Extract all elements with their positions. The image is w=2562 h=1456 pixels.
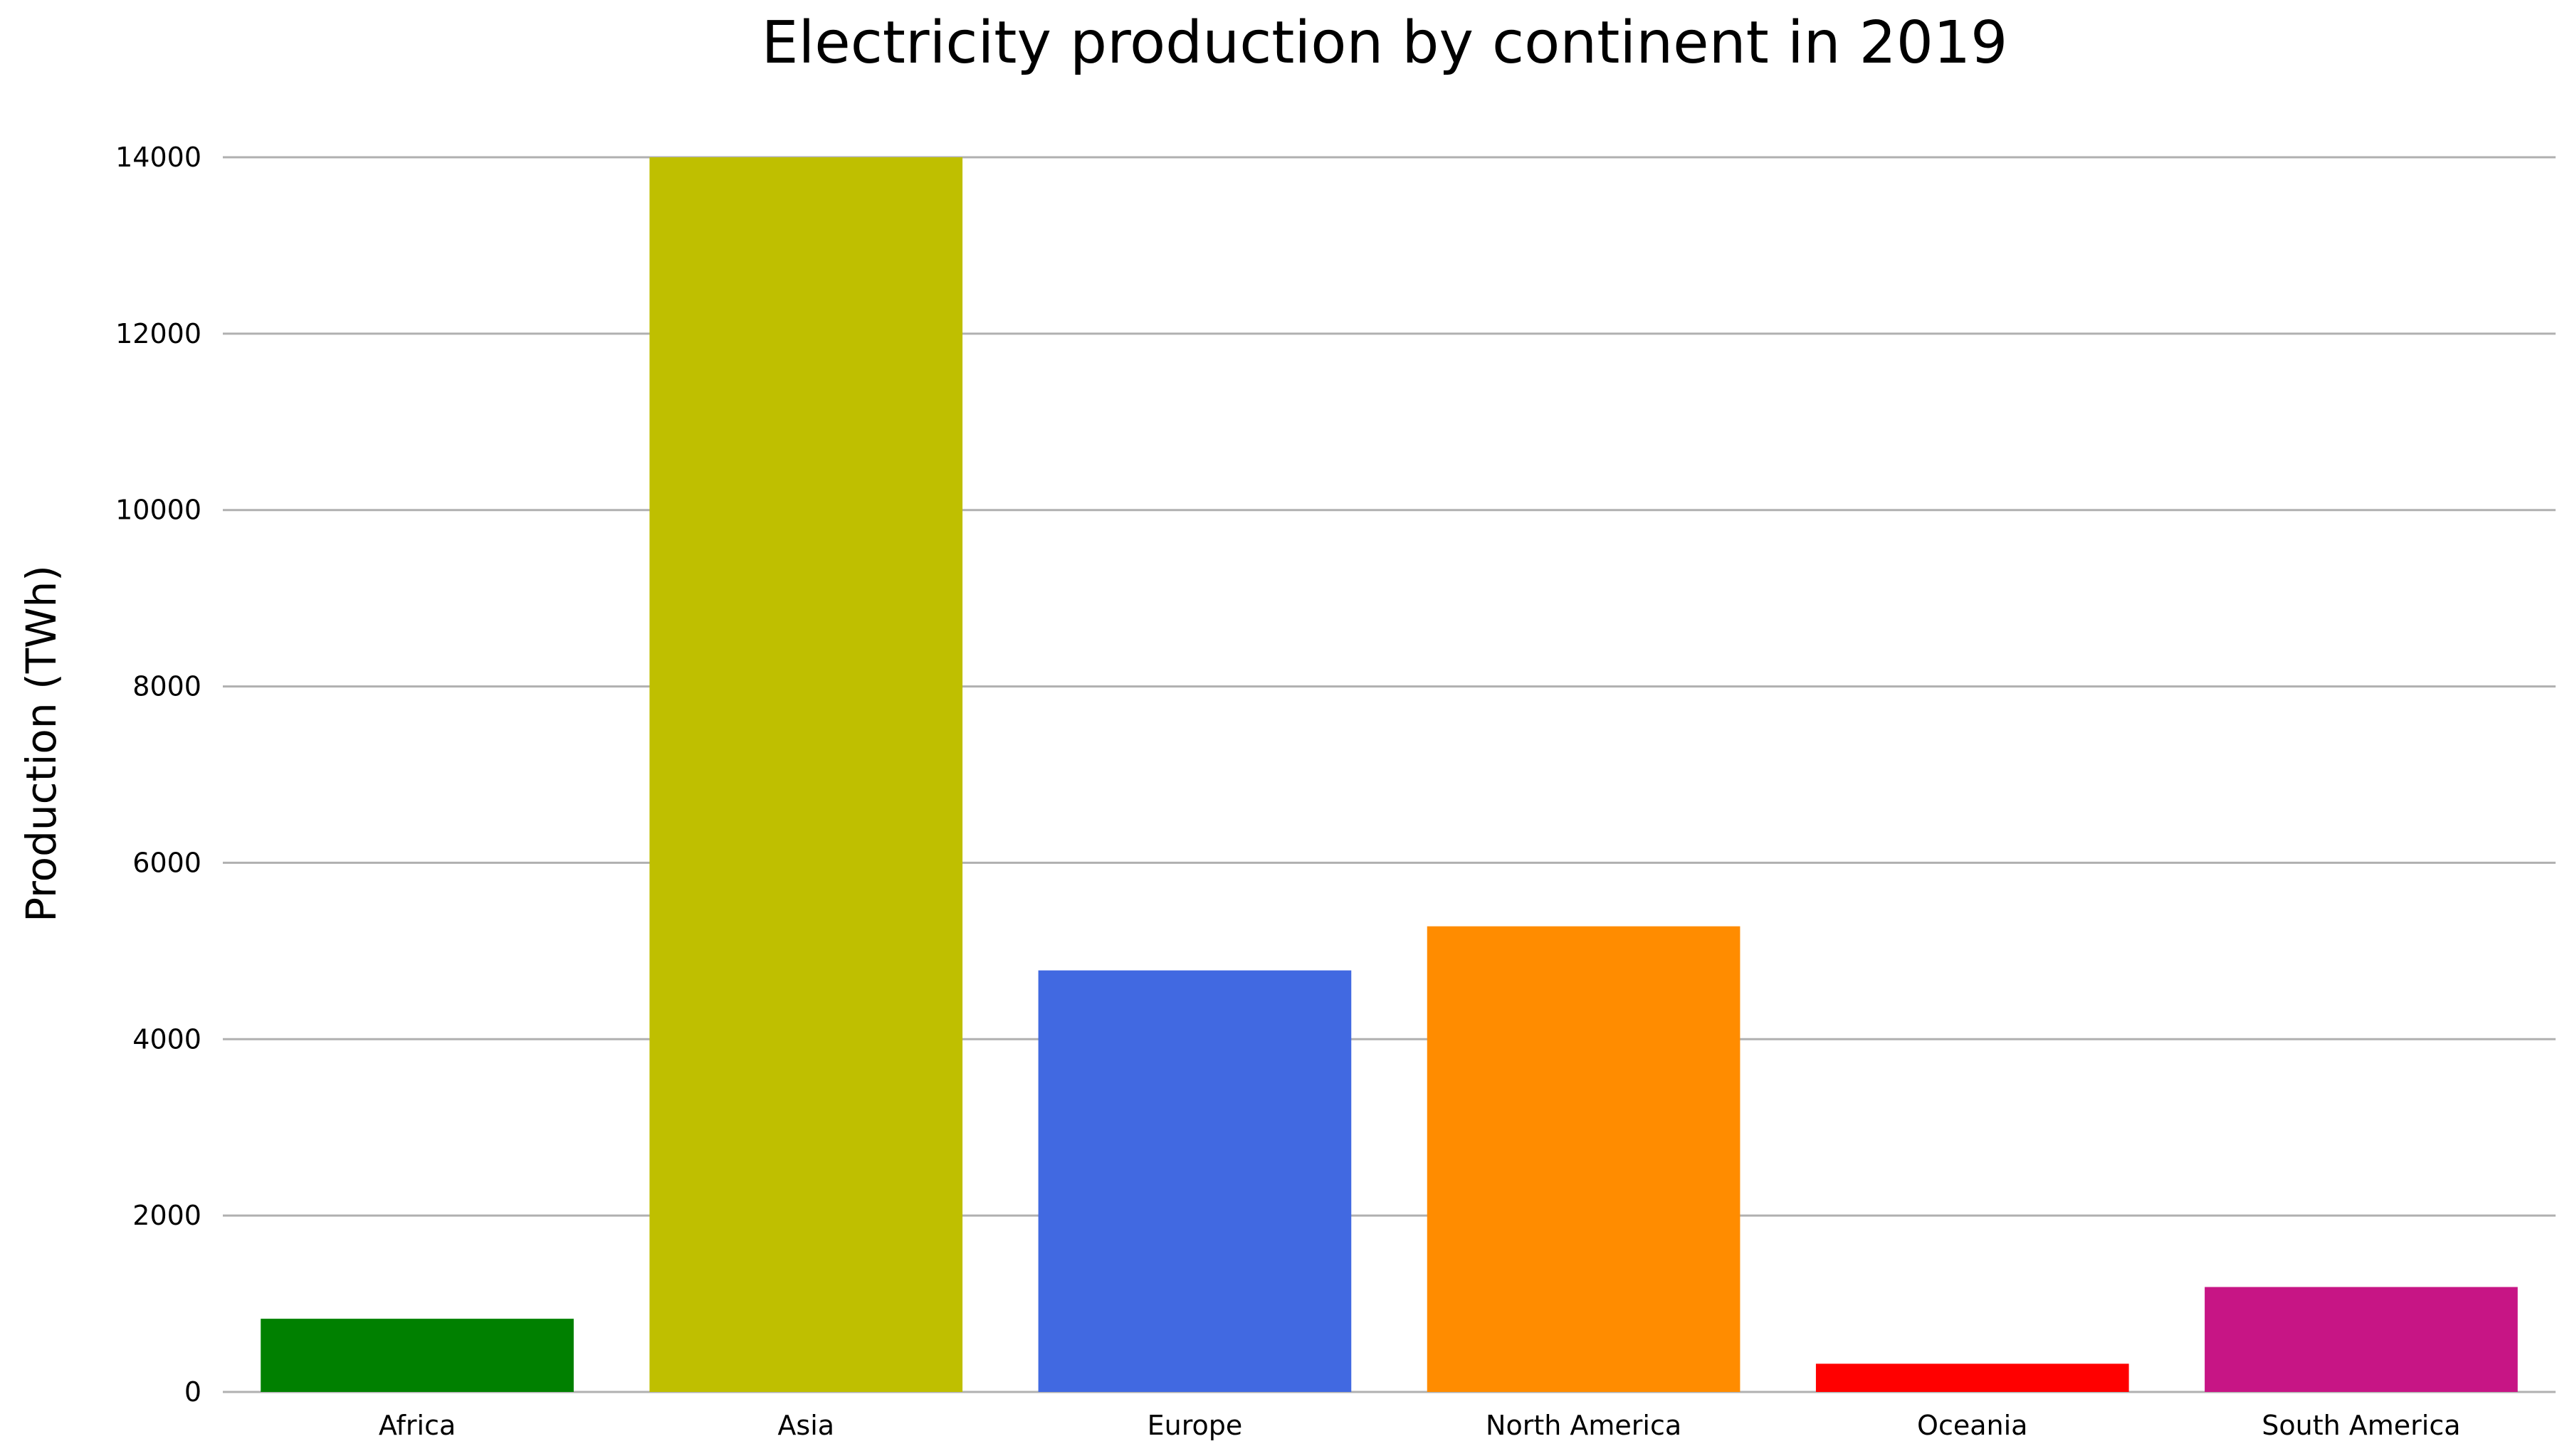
x-tick-label: Asia: [777, 1410, 834, 1441]
x-tick-label: Europe: [1148, 1410, 1243, 1441]
x-tick-label: South America: [2262, 1410, 2460, 1441]
x-tick-label: North America: [1486, 1410, 1681, 1441]
y-tick-label: 6000: [132, 847, 201, 878]
gridlines: [223, 156, 2556, 1393]
y-tick-label: 12000: [115, 318, 201, 349]
x-tick-label: Africa: [379, 1410, 456, 1441]
y-tick-label: 8000: [132, 671, 201, 702]
bar-south-america: [2205, 1287, 2518, 1392]
y-axis-label: Production (TWh): [17, 565, 65, 922]
bar-africa: [261, 1319, 574, 1392]
y-tick-label: 14000: [115, 142, 201, 173]
bars: [261, 157, 2518, 1392]
y-axis-ticks: 0 2000 4000 6000 8000 10000 12000 14000: [115, 142, 201, 1408]
x-tick-label: Oceania: [1917, 1410, 2027, 1441]
bar-oceania: [1815, 1363, 2129, 1392]
y-tick-label: 4000: [132, 1023, 201, 1055]
y-tick-label: 2000: [132, 1200, 201, 1231]
bar-north-america: [1427, 926, 1741, 1392]
y-tick-label: 0: [184, 1376, 201, 1408]
bar-asia: [649, 157, 963, 1392]
chart-title: Electricity production by continent in 2…: [762, 9, 2008, 77]
bar-europe: [1038, 970, 1352, 1392]
y-tick-label: 10000: [115, 495, 201, 526]
x-axis-ticks: Africa Asia Europe North America Oceania Sout…: [379, 1410, 2461, 1441]
